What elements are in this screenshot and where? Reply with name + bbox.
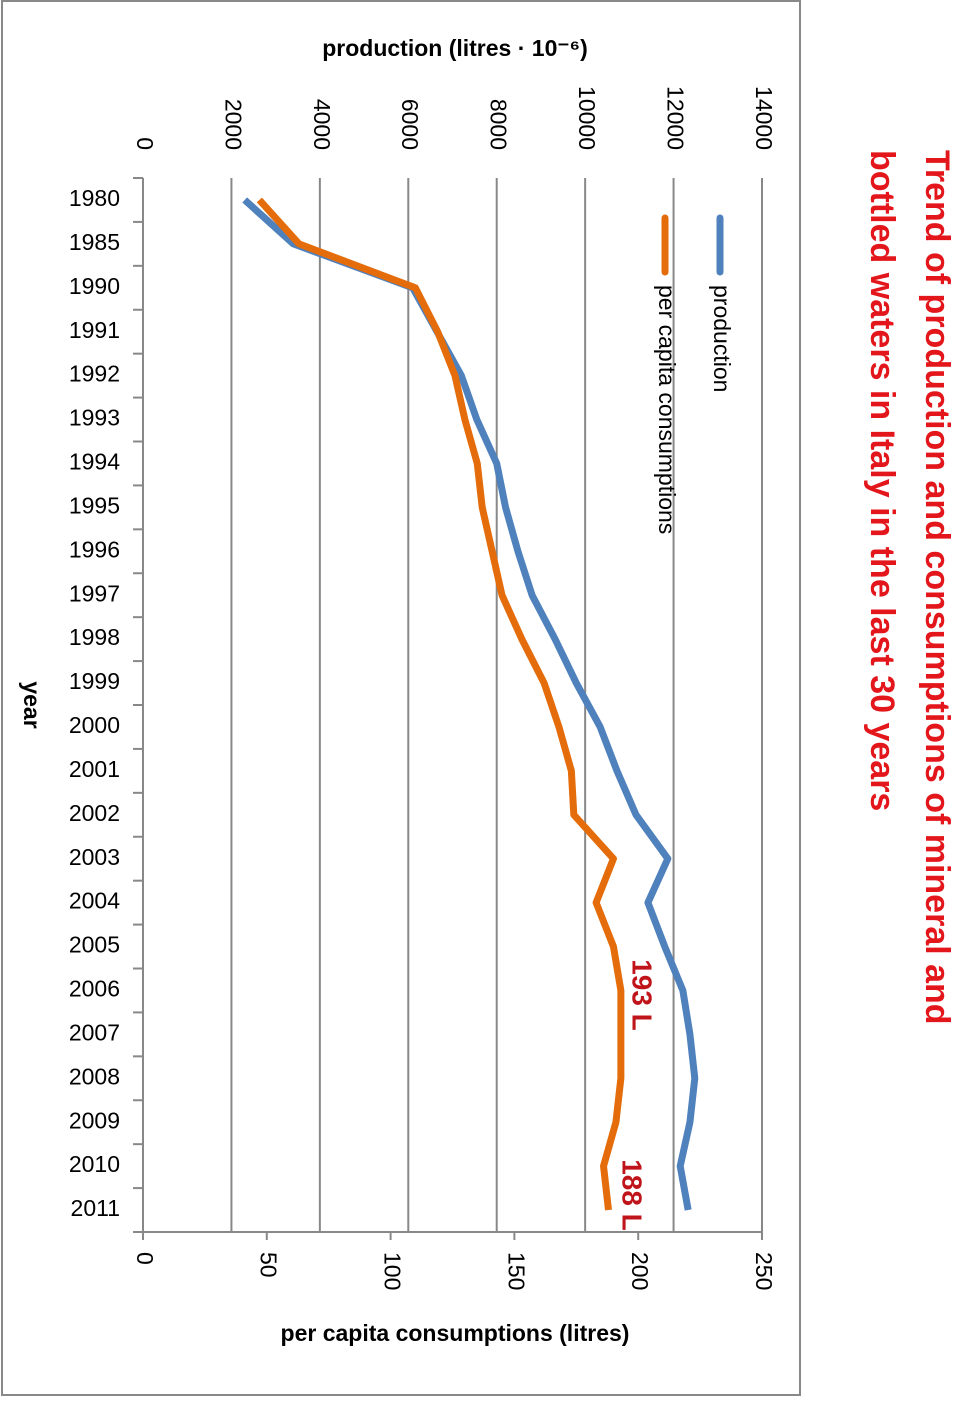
x-tick-label: 1980 — [69, 185, 120, 211]
x-tick-label: 2007 — [69, 1019, 120, 1045]
y-tick-label: 14000 — [751, 86, 777, 150]
x-tick-label: 2001 — [69, 756, 120, 782]
series-line — [256, 197, 625, 1211]
y2-tick-label: 50 — [256, 1252, 282, 1278]
x-tick-label: 1995 — [69, 492, 120, 518]
y-tick-label: 2000 — [220, 99, 246, 150]
y2-tick-label: 100 — [380, 1252, 406, 1290]
x-tick-label: 2010 — [69, 1151, 120, 1177]
y-tick-label: 12000 — [662, 86, 688, 150]
chart-frame — [1, 0, 801, 1396]
annotation: 193 L — [627, 959, 658, 1031]
x-tick-label: 1997 — [69, 580, 120, 606]
x-tick-label: 2003 — [69, 844, 120, 870]
x-tick-label: 2006 — [69, 976, 120, 1002]
x-axis-title: year — [19, 681, 45, 728]
legend-label: per capita consumptions — [654, 285, 680, 534]
x-tick-label: 1985 — [69, 229, 120, 255]
y2-tick-label: 150 — [503, 1252, 529, 1290]
x-tick-label: 1990 — [69, 273, 120, 299]
y2-tick-label: 250 — [751, 1252, 777, 1290]
x-tick-label: 1996 — [69, 536, 120, 562]
x-tick-label: 2002 — [69, 800, 120, 826]
x-tick-label: 2008 — [69, 1063, 120, 1089]
series-line — [242, 197, 699, 1211]
y-tick-label: 8000 — [486, 99, 512, 150]
y2-tick-label: 200 — [627, 1252, 653, 1290]
y-tick-label: 4000 — [309, 99, 335, 150]
chart-title: Trend of production and consumptions of … — [918, 150, 956, 1025]
x-tick-label: 1991 — [69, 317, 120, 343]
y2-tick-label: 0 — [132, 1252, 158, 1265]
x-tick-label: 2005 — [69, 932, 120, 958]
y-tick-label: 6000 — [397, 99, 423, 150]
x-tick-label: 2000 — [69, 712, 120, 738]
legend-label: production — [709, 285, 735, 392]
x-tick-label: 2004 — [69, 888, 120, 914]
y-axis-title: production (litres · 10⁻⁶) — [322, 35, 588, 61]
y-tick-label: 10000 — [574, 86, 600, 150]
x-tick-label: 2009 — [69, 1107, 120, 1133]
y-tick-label: 0 — [132, 137, 158, 150]
x-tick-label: 1999 — [69, 668, 120, 694]
chart-title: bottled waters in Italy in the last 30 y… — [863, 150, 901, 811]
x-tick-label: 1993 — [69, 405, 120, 431]
annotation: 188 L — [617, 1159, 648, 1231]
x-tick-label: 2011 — [71, 1195, 120, 1221]
x-tick-label: 1994 — [69, 449, 120, 475]
x-tick-label: 1998 — [69, 624, 120, 650]
x-tick-label: 1992 — [69, 361, 120, 387]
y2-axis-title: per capita consumptions (litres) — [281, 1320, 630, 1346]
